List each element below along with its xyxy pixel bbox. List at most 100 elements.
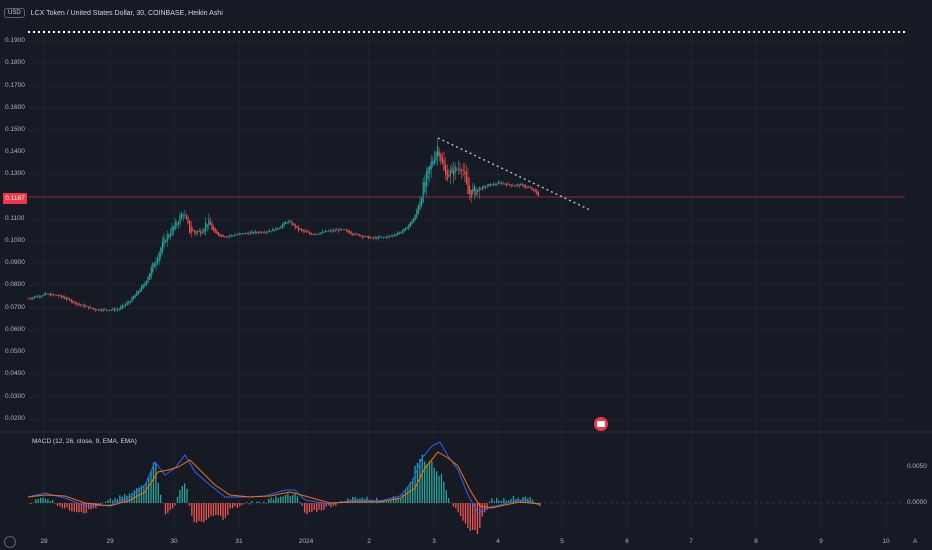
candle-body (315, 233, 317, 235)
histogram-bar (460, 503, 462, 517)
histogram-bar (272, 499, 275, 503)
histogram-bar (301, 503, 303, 506)
candle-body (456, 169, 458, 170)
histogram-bar (488, 501, 491, 503)
trend-line[interactable] (437, 137, 591, 211)
histogram-bar (407, 487, 409, 503)
candle-body (27, 298, 29, 300)
flag-icon[interactable] (594, 417, 608, 431)
candle-body (326, 231, 328, 233)
histogram-bar (364, 498, 366, 503)
time-axis-label: 4 (496, 538, 500, 545)
histogram-bar (371, 499, 373, 503)
histogram-bar (304, 503, 306, 513)
candle-body (360, 235, 362, 236)
candle-body (158, 252, 160, 261)
histogram-bar (395, 497, 397, 503)
candle-body (430, 161, 432, 170)
candle-body (72, 300, 74, 303)
macd-title[interactable]: MACD (12, 26, close, 9, EMA, EMA) (32, 438, 137, 445)
candle-body (230, 234, 232, 237)
histogram-bar (47, 499, 49, 503)
candle-body (264, 232, 266, 234)
candle-body (160, 247, 162, 257)
histogram-bar (496, 497, 498, 503)
candle-body (480, 188, 482, 190)
candle-body (504, 183, 506, 185)
histogram-bar (210, 503, 212, 516)
candles-group (27, 137, 539, 313)
symbol-title[interactable]: LCX Token / United States Dollar, 30, CO… (30, 9, 223, 17)
histogram-bar (220, 503, 222, 516)
price-axis-label: 0.1800 (5, 59, 25, 66)
candle-body (33, 296, 35, 299)
candle-body (141, 285, 143, 291)
settings-icon[interactable] (4, 536, 16, 548)
candle-body (307, 231, 309, 233)
candle-body (270, 231, 272, 232)
candle-body (435, 152, 437, 162)
time-axis-label: 30 (170, 538, 178, 545)
candle-body (341, 229, 343, 231)
candle-body (496, 184, 498, 186)
histogram-bar (409, 482, 411, 503)
candle-body (337, 230, 339, 231)
candle-body (139, 289, 141, 293)
candle-body (149, 273, 151, 280)
candle-body (265, 231, 267, 233)
candle-body (240, 233, 242, 235)
candle-body (209, 222, 211, 225)
candle-body (224, 236, 226, 238)
candle-body (533, 188, 535, 190)
candle-body (309, 232, 311, 235)
candle-body (269, 230, 271, 232)
histogram-bar (208, 503, 210, 518)
candle-body (86, 306, 88, 307)
histogram-bar (532, 499, 534, 503)
histogram-bar (222, 503, 224, 520)
candle-body (128, 301, 130, 304)
histogram-bar (402, 494, 404, 503)
candle-body (192, 229, 194, 232)
candle-body (384, 236, 386, 238)
candle-body (126, 302, 128, 305)
candle-body (481, 186, 483, 190)
candle-body (54, 294, 56, 296)
candle-body (117, 309, 119, 311)
candle-body (208, 218, 210, 226)
histogram-bar (330, 503, 332, 508)
time-axis-label: 28 (40, 538, 48, 545)
candle-body (144, 283, 146, 287)
candle-body (113, 309, 115, 311)
candle-body (291, 221, 293, 226)
auto-scale-button[interactable]: A (913, 538, 918, 545)
candle-body (64, 296, 66, 300)
candle-body (440, 153, 442, 161)
candle-body (467, 177, 469, 195)
candle-body (238, 233, 240, 235)
histogram-bar (49, 501, 51, 503)
histogram-bar (500, 500, 503, 503)
candle-body (361, 235, 363, 238)
histogram-bar (493, 500, 495, 503)
histogram-bar (520, 499, 522, 503)
candle-body (525, 185, 527, 188)
candle-body (451, 167, 453, 174)
candle-body (445, 165, 447, 175)
histogram-bar (56, 503, 59, 507)
candle-body (395, 234, 397, 236)
candle-body (161, 241, 163, 253)
histogram-bar (205, 503, 207, 520)
histogram-bar (184, 483, 186, 503)
histogram-bar (258, 501, 260, 503)
candle-body (429, 166, 431, 174)
histogram-bar (71, 503, 73, 512)
histogram-bar (251, 501, 253, 503)
currency-badge[interactable]: USD (4, 8, 25, 18)
price-axis-label: 0.0200 (5, 415, 25, 422)
candle-body (30, 298, 32, 300)
candle-body (353, 233, 355, 235)
histogram-bar (320, 503, 323, 511)
candle-body (243, 233, 245, 235)
